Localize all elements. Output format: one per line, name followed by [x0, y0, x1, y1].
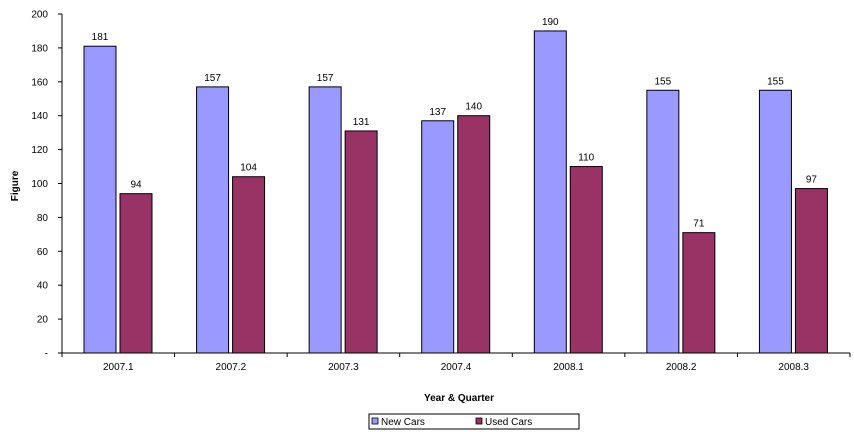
- y-tick-label: 120: [31, 145, 48, 156]
- data-label: 97: [806, 175, 818, 186]
- data-label: 71: [693, 219, 705, 230]
- legend-swatch: [371, 417, 379, 425]
- data-label: 155: [655, 76, 672, 87]
- data-label: 155: [767, 76, 784, 87]
- bar-used-cars: [232, 176, 266, 354]
- bar-new-cars: [308, 86, 342, 354]
- x-tick-label: 2008.2: [666, 362, 697, 373]
- bar-used-cars: [344, 130, 378, 354]
- y-tick-label: 40: [37, 281, 49, 292]
- y-tick-label: -: [45, 349, 48, 360]
- data-label: 131: [353, 117, 370, 128]
- y-axis-label: Figure: [10, 170, 21, 201]
- data-label: 137: [429, 107, 446, 118]
- legend-swatch: [475, 417, 483, 425]
- bar-used-cars: [457, 115, 491, 354]
- x-tick-label: 2007.3: [328, 362, 359, 373]
- legend-label: Used Cars: [485, 417, 532, 428]
- y-tick-label: 20: [37, 315, 49, 326]
- x-tick-label: 2008.1: [553, 362, 584, 373]
- bar-used-cars: [119, 193, 153, 354]
- data-label: 190: [542, 17, 559, 28]
- data-label: 110: [578, 153, 594, 164]
- x-tick-label: 2008.3: [778, 362, 809, 373]
- bar-new-cars: [83, 45, 117, 354]
- legend-label: New Cars: [381, 417, 425, 428]
- bar-new-cars: [196, 86, 230, 354]
- legend: New Cars Used Cars: [368, 413, 580, 430]
- bar-new-cars: [758, 89, 792, 354]
- y-tick-label: 60: [37, 247, 49, 258]
- legend-box: [368, 413, 580, 430]
- bar-new-cars: [533, 30, 567, 354]
- bar-used-cars: [569, 166, 603, 354]
- x-tick-label: 2007.4: [441, 362, 472, 373]
- y-tick-label: 100: [31, 179, 48, 190]
- data-label: 157: [317, 73, 334, 84]
- bar-used-cars: [682, 232, 716, 354]
- data-label: 94: [130, 180, 142, 191]
- data-label: 181: [92, 32, 109, 43]
- y-tick-label: 80: [37, 213, 49, 224]
- y-tick-label: 200: [31, 10, 48, 21]
- data-label: 104: [240, 163, 257, 174]
- y-tick-label: 160: [31, 77, 48, 88]
- x-axis-label: Year & Quarter: [424, 393, 494, 404]
- x-tick-label: 2007.2: [216, 362, 247, 373]
- bar-new-cars: [421, 120, 455, 354]
- y-tick-label: 180: [31, 43, 48, 54]
- data-label: 140: [465, 102, 482, 113]
- bar-used-cars: [794, 188, 828, 354]
- x-tick-label: 2007.1: [103, 362, 134, 373]
- plot-area: - 20 40 60 80 100 120 140 160 180 200 2007.1 181 94 20…: [31, 10, 851, 373]
- bar-new-cars: [646, 89, 680, 354]
- data-label: 157: [204, 73, 221, 84]
- y-tick-label: 140: [31, 111, 48, 122]
